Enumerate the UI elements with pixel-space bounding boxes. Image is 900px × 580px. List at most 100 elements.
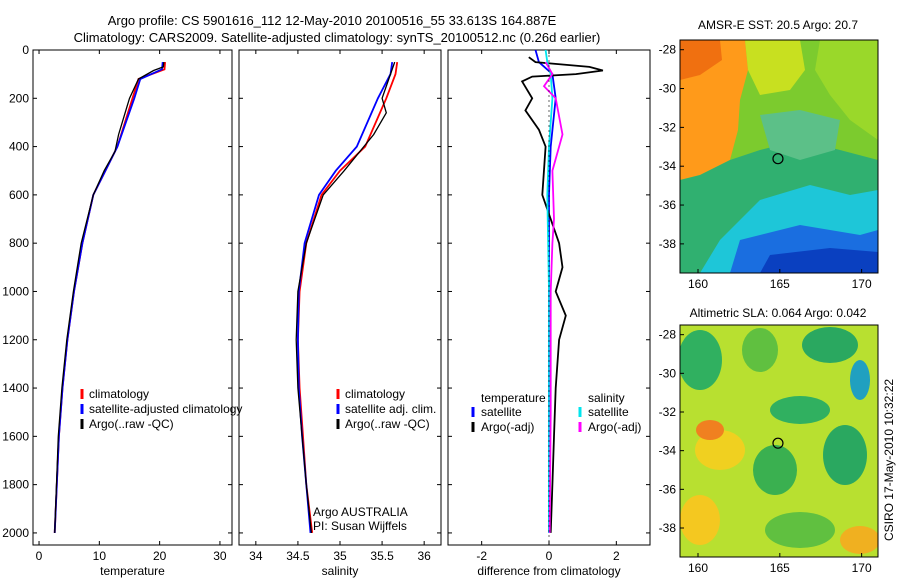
map-x-tick-label: 160 bbox=[688, 561, 708, 575]
y-tick-label: 0 bbox=[22, 43, 29, 57]
map-x-tick-label: 160 bbox=[688, 277, 708, 291]
series-line-argo-raw-qc- bbox=[295, 61, 396, 533]
map-x-tick-label: 170 bbox=[852, 277, 872, 291]
x-tick-label: 34 bbox=[249, 549, 263, 563]
figure-title-line1: Argo profile: CS 5901616_112 12-May-2010… bbox=[108, 13, 557, 28]
map-y-tick-label: -36 bbox=[659, 482, 677, 496]
legend-label: climatology bbox=[89, 387, 149, 401]
map-y-tick-label: -36 bbox=[659, 198, 677, 212]
sla-high-anomaly bbox=[695, 430, 745, 470]
x-axis-label: temperature bbox=[100, 564, 165, 578]
y-tick-label: 400 bbox=[9, 140, 29, 154]
legend-label: satellite bbox=[481, 405, 522, 419]
x-axis-label: salinity bbox=[322, 564, 359, 578]
sst-mid-region bbox=[760, 110, 840, 160]
map-y-tick-label: -38 bbox=[659, 521, 677, 535]
x-tick-label: 36 bbox=[417, 549, 431, 563]
legend-label: Argo(-adj) bbox=[481, 420, 534, 434]
map-y-tick-label: -34 bbox=[659, 444, 677, 458]
sla-low-anomaly bbox=[742, 328, 778, 372]
x-tick-label: 0 bbox=[36, 549, 43, 563]
temperature-panel: 0 200 400 600 800 1000 1200 1400 1600 1800 2000 0 10… bbox=[2, 43, 242, 578]
sla-low-anomaly bbox=[802, 327, 858, 363]
series-line-climatology bbox=[53, 62, 166, 533]
x-tick-label: -2 bbox=[476, 549, 487, 563]
x-axis-label: difference from climatology bbox=[477, 564, 620, 578]
legend-label: satellite-adjusted climatology bbox=[89, 402, 242, 416]
x-tick-label: 2 bbox=[613, 549, 620, 563]
sst-map-frame bbox=[679, 39, 879, 274]
series-line-satellite-adjusted-climatology bbox=[53, 62, 164, 533]
sla-map-panel: Altimetric SLA: 0.064 Argo: 0.042 160 165… bbox=[659, 306, 879, 575]
series-line-argo-raw-qc- bbox=[54, 62, 165, 533]
y-tick-label: 1800 bbox=[2, 478, 29, 492]
sla-map-frame bbox=[679, 324, 879, 558]
sst-hot-region bbox=[680, 40, 722, 80]
y-tick-label: 1200 bbox=[2, 333, 29, 347]
y-tick-label: 600 bbox=[9, 188, 29, 202]
sla-high-anomaly bbox=[680, 495, 720, 545]
x-tick-label: 20 bbox=[153, 549, 167, 563]
y-tick-label: 800 bbox=[9, 236, 29, 250]
map-y-tick-label: -32 bbox=[659, 120, 677, 134]
series-line-argo-adj- bbox=[542, 61, 564, 533]
legend-label: climatology bbox=[345, 387, 405, 401]
sla-map-title: Altimetric SLA: 0.064 Argo: 0.042 bbox=[690, 306, 867, 320]
sla-low-anomaly bbox=[770, 396, 830, 424]
x-tick-label: 0 bbox=[546, 549, 553, 563]
map-y-tick-label: -28 bbox=[659, 328, 677, 342]
map-y-tick-label: -30 bbox=[659, 366, 677, 380]
legend-label: satellite bbox=[588, 405, 629, 419]
sst-map-panel: AMSR-E SST: 20.5 Argo: 20.7 160 165 170 -28… bbox=[659, 18, 879, 291]
sst-lightgreen-region bbox=[815, 40, 878, 140]
credit-label: CSIRO 17-May-2010 10:32:22 bbox=[882, 379, 896, 541]
x-tick-label: 30 bbox=[213, 549, 227, 563]
map-y-tick-label: -32 bbox=[659, 405, 677, 419]
sla-high-anomaly bbox=[840, 526, 878, 554]
sla-low-anomaly bbox=[765, 512, 835, 548]
sst-yellow-region bbox=[745, 40, 805, 95]
map-y-tick-label: -30 bbox=[659, 82, 677, 96]
map-y-tick-label: -34 bbox=[659, 159, 677, 173]
y-tick-label: 2000 bbox=[2, 526, 29, 540]
sst-map-title: AMSR-E SST: 20.5 Argo: 20.7 bbox=[698, 18, 858, 32]
map-y-tick-label: -38 bbox=[659, 237, 677, 251]
sla-low-anomaly bbox=[680, 330, 722, 390]
series-line-climatology bbox=[296, 61, 399, 534]
legend-label: satellite adj. clim. bbox=[345, 402, 436, 416]
figure-title-line2: Climatology: CARS2009. Satellite-adjuste… bbox=[74, 30, 601, 45]
map-x-tick-label: 165 bbox=[770, 277, 790, 291]
salinity-panel: 34 34.5 35 35.5 36 salinity climatologysatelli… bbox=[238, 49, 442, 578]
argo-location-marker bbox=[772, 153, 784, 165]
legend-label: Argo(..raw -QC) bbox=[345, 417, 430, 431]
legend-group-title: temperature bbox=[481, 391, 546, 405]
sla-high-anomaly bbox=[696, 420, 724, 440]
plot-frame bbox=[32, 49, 233, 546]
plot-frame bbox=[238, 49, 442, 546]
x-tick-label: 35 bbox=[333, 549, 347, 563]
argo-program-annotation: PI: Susan Wijffels bbox=[313, 519, 407, 533]
argo-program-annotation: Argo AUSTRALIA bbox=[313, 505, 408, 519]
y-tick-label: 1400 bbox=[2, 381, 29, 395]
legend-group-title: salinity bbox=[588, 391, 625, 405]
series-line-satellite-adj-clim- bbox=[296, 61, 394, 533]
sst-deep-blue-region bbox=[760, 248, 878, 273]
y-tick-label: 200 bbox=[9, 91, 29, 105]
sla-low-anomaly bbox=[850, 360, 870, 400]
x-tick-label: 35.5 bbox=[370, 549, 394, 563]
legend-label: Argo(..raw -QC) bbox=[89, 417, 174, 431]
y-tick-label: 1600 bbox=[2, 429, 29, 443]
map-y-tick-label: -28 bbox=[659, 43, 677, 57]
sla-low-anomaly bbox=[753, 445, 797, 495]
legend-label: Argo(-adj) bbox=[588, 420, 641, 434]
argo-location-marker bbox=[772, 437, 784, 449]
sla-low-anomaly bbox=[823, 425, 867, 485]
x-tick-label: 10 bbox=[93, 549, 107, 563]
map-x-tick-label: 165 bbox=[770, 561, 790, 575]
y-tick-label: 1000 bbox=[2, 284, 29, 298]
map-x-tick-label: 170 bbox=[852, 561, 872, 575]
series-line-argo-adj- bbox=[520, 56, 604, 533]
x-tick-label: 34.5 bbox=[286, 549, 310, 563]
